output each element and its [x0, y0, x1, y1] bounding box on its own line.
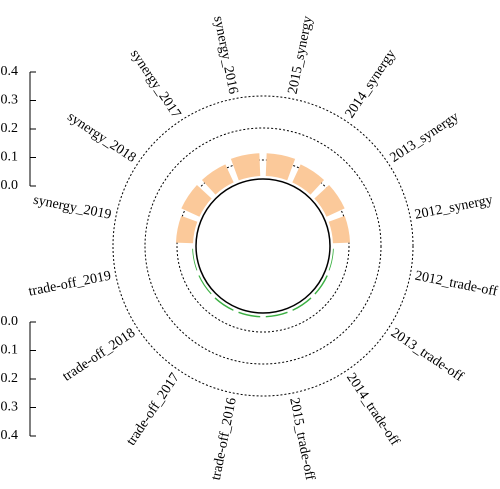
- bar: [314, 184, 345, 217]
- bar: [198, 275, 212, 295]
- tick-label: 0.3: [1, 93, 19, 108]
- bar: [238, 311, 261, 318]
- tick-label: 0.0: [1, 178, 19, 193]
- tick-label: 0.4: [1, 428, 19, 443]
- sector-label: 2014_synergy: [343, 47, 399, 121]
- bar: [201, 164, 234, 195]
- sector-label: trade-off_2019: [27, 269, 112, 300]
- tick-label: 0.4: [1, 64, 19, 79]
- bar: [181, 184, 212, 217]
- sector-label: trade-off_2016: [209, 397, 240, 482]
- bar: [175, 215, 198, 244]
- sector-label: 2015_trade-off: [286, 397, 317, 482]
- ring: [144, 127, 382, 365]
- sector-label: trade-off_2017: [124, 371, 183, 449]
- tick-label: 0.2: [1, 121, 19, 136]
- sector-label: 2014_trade-off: [343, 371, 402, 449]
- bar: [328, 215, 351, 244]
- bar: [265, 311, 288, 318]
- tick-label: 0.1: [1, 343, 19, 358]
- tick-label: 0.1: [1, 150, 19, 165]
- tick-label: 0.3: [1, 400, 19, 415]
- sector-label: 2012_synergy: [414, 193, 494, 223]
- ring: [176, 159, 350, 333]
- bar: [292, 164, 325, 195]
- sector-label: trade-off_2018: [60, 326, 138, 385]
- sector-label: synergy_2016: [210, 15, 240, 95]
- sector-label: synergy_2018: [64, 109, 138, 165]
- tick-label: 0.0: [1, 314, 19, 329]
- inner-circle: [195, 178, 331, 314]
- sector-label: synergy_2017: [127, 47, 183, 121]
- ring: [112, 95, 414, 397]
- sector-label: 2012_trade-off: [414, 269, 499, 300]
- sector-label: 2013_synergy: [388, 109, 462, 165]
- bar: [292, 297, 312, 311]
- bar: [328, 248, 334, 271]
- sector-label: 2015_synergy: [286, 15, 316, 95]
- tick-label: 0.2: [1, 371, 19, 386]
- sector-label: synergy_2019: [32, 193, 112, 223]
- bar: [214, 297, 234, 311]
- bar: [192, 248, 198, 271]
- sector-label: 2013_trade-off: [388, 326, 466, 385]
- bar: [314, 275, 328, 295]
- bar: [265, 153, 296, 181]
- bar: [230, 153, 261, 181]
